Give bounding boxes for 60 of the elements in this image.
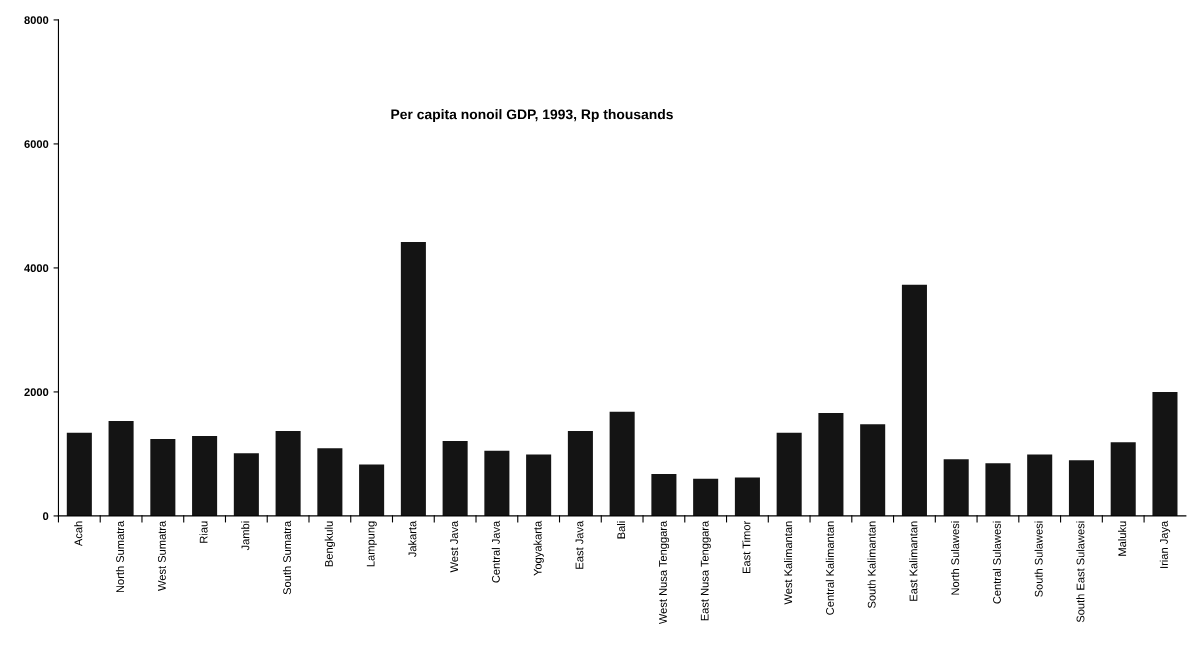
x-tick-label: West Sumatra <box>157 520 166 591</box>
x-tick-label: South Sulawesi <box>1034 521 1043 597</box>
x-tick-label: Acah <box>74 521 83 547</box>
x-tick-label: Irian Jaya <box>1159 520 1171 568</box>
x-tick-label: West Kalimantan <box>783 521 793 605</box>
x-tick-label: North Sumatra <box>115 520 125 593</box>
bar <box>359 464 385 516</box>
bar <box>985 463 1011 516</box>
bar <box>317 448 343 516</box>
x-tick-label: East Nusa Tenggara <box>700 520 711 621</box>
x-tick-label: Riau <box>199 521 208 543</box>
bar <box>442 440 468 516</box>
bar <box>693 478 719 516</box>
x-tick-label: Central Java <box>491 520 500 583</box>
x-tick-label: Central Kalimantan <box>825 521 834 615</box>
bar <box>1068 460 1094 516</box>
bar <box>1027 454 1053 516</box>
text: Per capita nonoil GDP, 1993, Rp thousands <box>391 109 673 122</box>
x-tick-label: West Nusa Tenggara <box>659 520 670 625</box>
bar <box>901 284 927 516</box>
x-tick-label: North Sulawesi <box>951 521 960 595</box>
y-tick-label: 6000 <box>24 140 49 149</box>
x-tick-label: West Java <box>450 520 459 573</box>
x-tick-label: East Timor <box>742 520 751 573</box>
bar <box>609 411 635 516</box>
x-tick-label: South Kalimantan <box>867 521 876 608</box>
bar <box>776 432 802 516</box>
y-tick-label: 8000 <box>24 16 49 25</box>
bar <box>567 430 593 516</box>
bar <box>818 413 844 516</box>
x-tick-label: South Sumatra <box>282 520 292 595</box>
x-tick-label: Yogyakarta <box>533 520 544 576</box>
x-tick-label: Lampung <box>366 521 377 567</box>
y-tick-label: 0 <box>43 512 49 521</box>
bar <box>526 454 552 516</box>
bar <box>233 453 259 516</box>
bar <box>484 450 510 516</box>
bar <box>400 241 426 516</box>
x-tick-label: Bali <box>616 521 626 539</box>
bar <box>734 477 760 516</box>
bar <box>1110 442 1136 516</box>
bar <box>192 435 218 516</box>
x-tick-label: Bengkulu <box>324 521 336 567</box>
bar <box>1152 391 1178 516</box>
bar <box>275 430 301 516</box>
bar <box>943 459 969 516</box>
bar <box>150 439 176 516</box>
bar <box>108 421 134 516</box>
x-tick-label: East Java <box>575 520 584 569</box>
bar <box>66 432 92 516</box>
bar <box>860 424 886 516</box>
x-tick-label: Central Sulawesi <box>992 521 1001 604</box>
x-tick-label: Jakarta <box>408 520 417 558</box>
x-tick-label: East Kalimantan <box>909 521 918 601</box>
x-tick-label: South East Sulawesi <box>1076 521 1085 623</box>
y-tick-label: 2000 <box>24 388 49 397</box>
x-tick-label: Maluku <box>1118 521 1127 556</box>
x-tick-label: Jambi <box>241 521 250 551</box>
y-tick-label: 4000 <box>24 264 49 273</box>
bar <box>651 474 677 516</box>
